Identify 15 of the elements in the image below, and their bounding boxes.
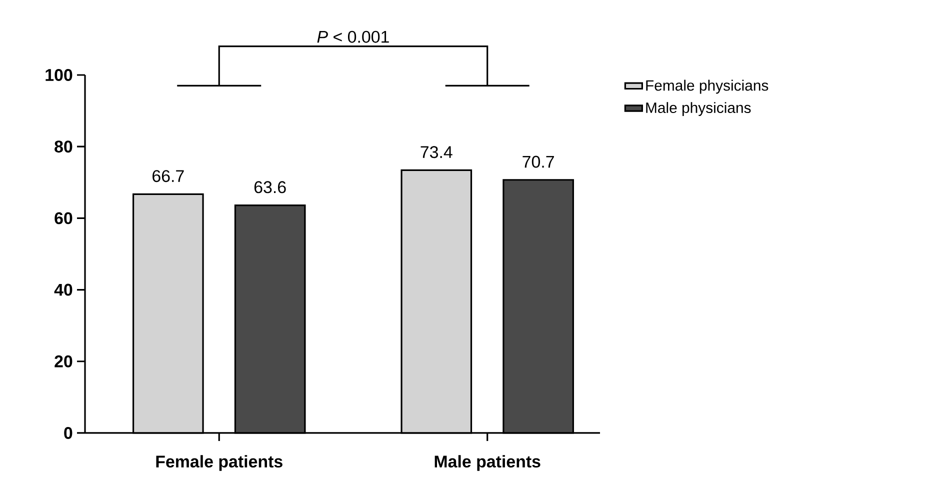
y-tick-label: 0 bbox=[64, 426, 72, 439]
x-tick-label: Female patients bbox=[156, 455, 282, 471]
legend-label: Male physicians bbox=[646, 102, 751, 116]
x-tick-label: Male patients bbox=[434, 455, 540, 471]
y-tick-label: 100 bbox=[46, 68, 72, 81]
data-label: 66.7 bbox=[152, 170, 184, 182]
y-tick-label: 60 bbox=[54, 212, 72, 224]
legend-label: Female physicians bbox=[646, 80, 768, 94]
y-tick-label: 80 bbox=[54, 140, 72, 153]
text: P < 0.001 bbox=[317, 30, 389, 43]
y-tick-label: 20 bbox=[54, 355, 72, 368]
y-tick-label: 40 bbox=[54, 284, 72, 296]
data-label: 73.4 bbox=[420, 146, 452, 158]
data-label: 70.7 bbox=[522, 156, 554, 168]
data-label: 63.6 bbox=[254, 181, 286, 194]
